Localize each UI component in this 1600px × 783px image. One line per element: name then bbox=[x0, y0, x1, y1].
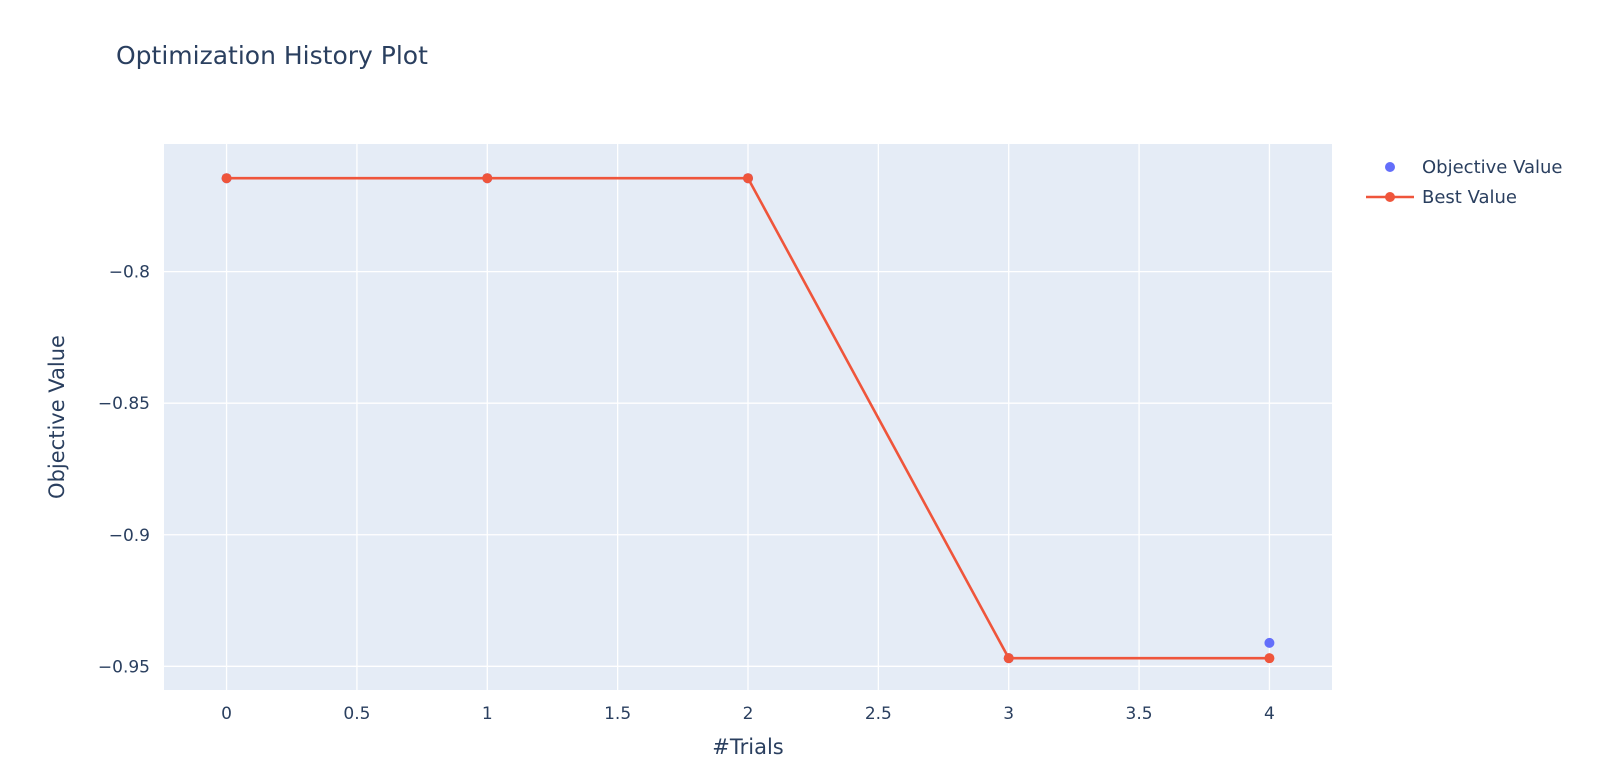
legend-label: Best Value bbox=[1422, 187, 1517, 208]
legend-label: Objective Value bbox=[1422, 157, 1563, 178]
data-point[interactable] bbox=[1264, 653, 1275, 664]
chart-title: Optimization History Plot bbox=[116, 41, 428, 70]
data-point[interactable] bbox=[1264, 637, 1275, 648]
y-tick-label: −0.85 bbox=[98, 394, 150, 414]
x-tick-label: 0.5 bbox=[343, 704, 370, 724]
legend-marker-swatch bbox=[1385, 192, 1395, 202]
series-layer bbox=[221, 173, 1275, 664]
data-point[interactable] bbox=[743, 173, 753, 184]
x-tick-label: 3 bbox=[1003, 704, 1014, 724]
y-tick-label: −0.95 bbox=[98, 657, 150, 677]
y-axis-title: Objective Value bbox=[45, 335, 69, 499]
y-tick-label: −0.9 bbox=[109, 526, 150, 546]
y-axis-ticks: −0.8 −0.85 −0.9 −0.95 bbox=[98, 263, 150, 678]
x-tick-label: 0 bbox=[221, 704, 232, 724]
x-axis-ticks: 0 0.5 1 1.5 2 2.5 3 3.5 4 bbox=[221, 704, 1275, 724]
y-tick-label: −0.8 bbox=[109, 263, 150, 283]
series-1 bbox=[221, 173, 1275, 664]
x-tick-label: 4 bbox=[1264, 704, 1275, 724]
x-axis-title: #Trials bbox=[712, 735, 783, 759]
x-tick-label: 2 bbox=[743, 704, 754, 724]
legend-item[interactable]: Objective Value bbox=[1385, 157, 1563, 178]
legend-marker-swatch bbox=[1385, 162, 1395, 172]
legend[interactable]: Objective Value Best Value bbox=[1366, 157, 1563, 208]
x-tick-label: 1 bbox=[482, 704, 493, 724]
x-tick-label: 3.5 bbox=[1126, 704, 1153, 724]
x-tick-label: 1.5 bbox=[604, 704, 631, 724]
data-point[interactable] bbox=[1003, 653, 1014, 664]
legend-item[interactable]: Best Value bbox=[1366, 187, 1517, 208]
x-tick-label: 2.5 bbox=[865, 704, 892, 724]
data-point[interactable] bbox=[482, 173, 493, 184]
data-point[interactable] bbox=[221, 173, 232, 184]
gridlines bbox=[164, 144, 1332, 690]
